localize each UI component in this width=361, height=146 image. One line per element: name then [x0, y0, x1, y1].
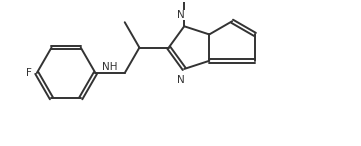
Text: N: N: [178, 75, 185, 85]
Text: F: F: [26, 68, 31, 78]
Text: NH: NH: [102, 62, 118, 72]
Text: N: N: [178, 10, 185, 20]
